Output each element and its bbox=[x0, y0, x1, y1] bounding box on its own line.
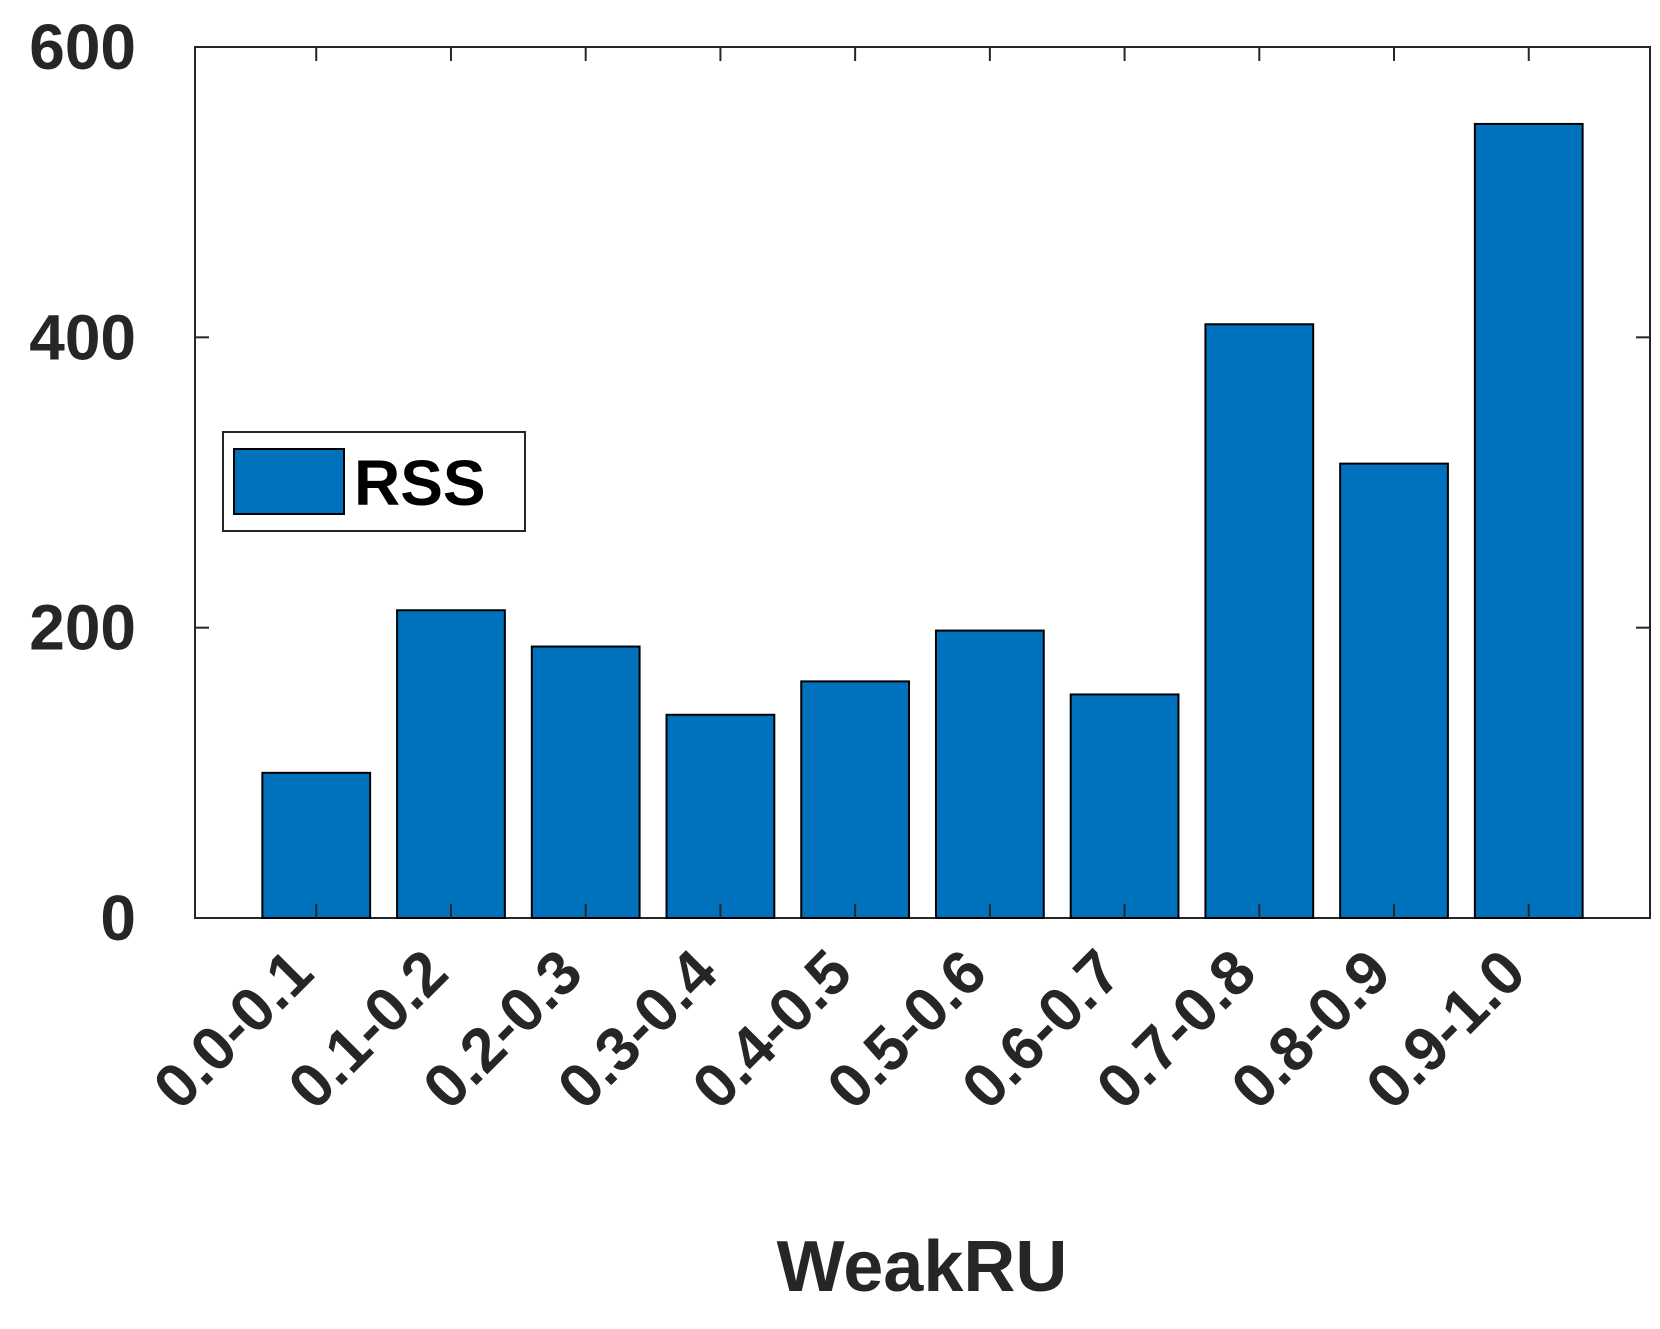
bar bbox=[934, 629, 1045, 919]
bar bbox=[396, 609, 506, 919]
legend-label: RSS bbox=[354, 447, 486, 519]
bar bbox=[530, 645, 641, 919]
bar bbox=[665, 713, 776, 919]
bar bbox=[1473, 122, 1584, 919]
bar bbox=[261, 771, 372, 919]
bar bbox=[1339, 462, 1449, 919]
y-tick-label: 200 bbox=[29, 592, 136, 664]
y-tick-label: 600 bbox=[29, 11, 136, 83]
x-axis-label: WeakRU bbox=[777, 1227, 1068, 1307]
bar bbox=[1069, 693, 1180, 920]
y-tick-label: 400 bbox=[29, 301, 136, 373]
bar bbox=[1204, 323, 1315, 920]
legend-swatch bbox=[233, 448, 345, 515]
bar bbox=[800, 680, 911, 920]
y-tick-label: 0 bbox=[100, 882, 136, 954]
